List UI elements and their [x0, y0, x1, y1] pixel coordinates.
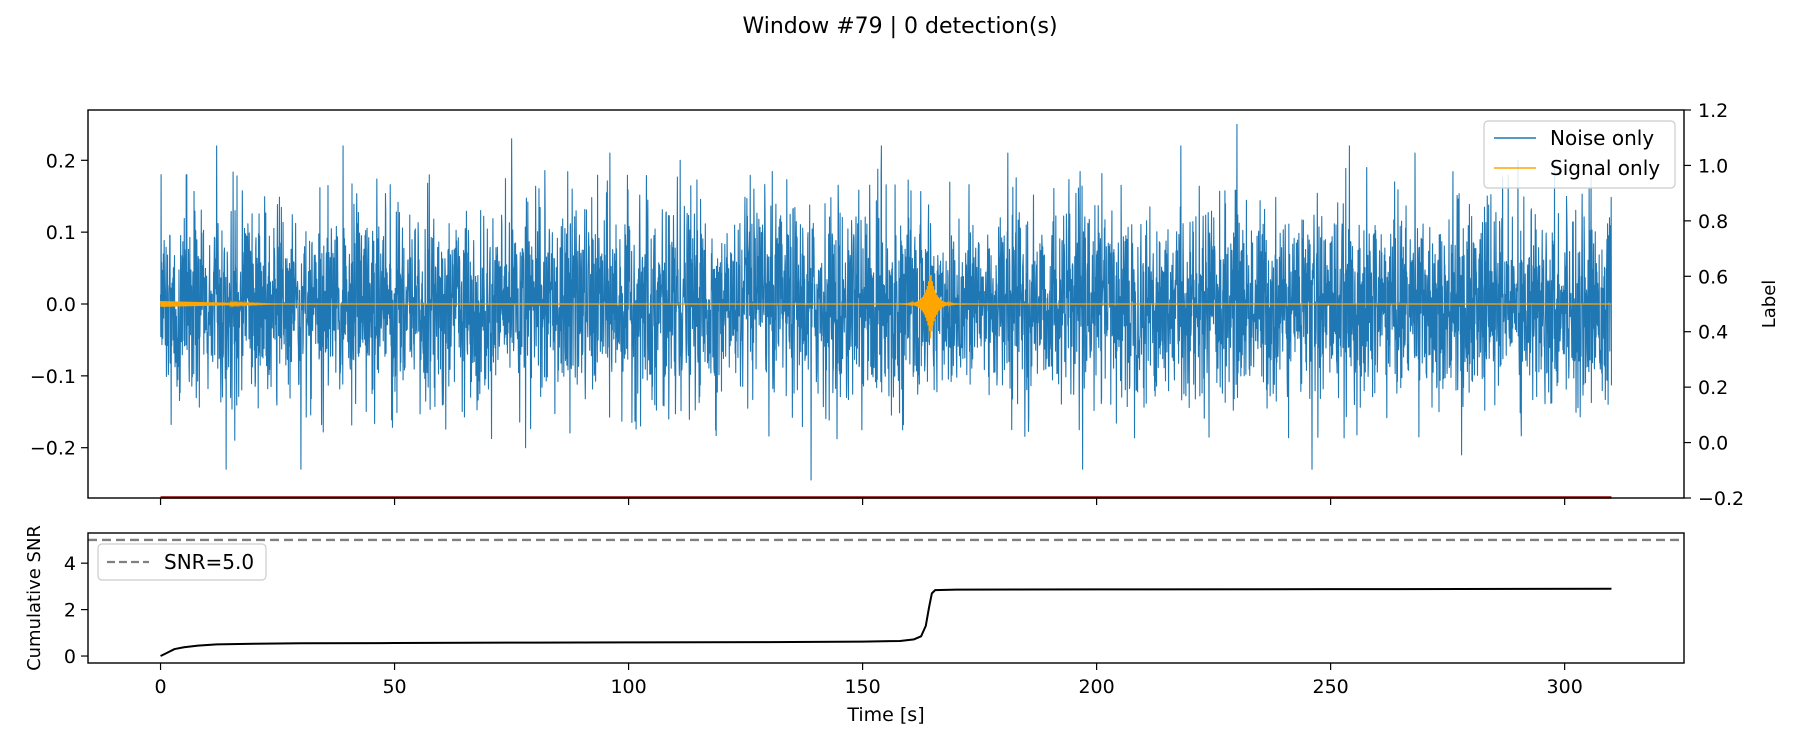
- x-tick-label: 50: [382, 676, 406, 698]
- y-tick-label: −0.2: [30, 438, 76, 460]
- y-tick-label: 2: [64, 600, 76, 622]
- right-y-tick-label: −0.2: [1698, 488, 1744, 510]
- bottom-y-axis: 0 2 4: [64, 553, 88, 668]
- bottom-legend: SNR=5.0: [97, 543, 267, 581]
- x-tick-label: 250: [1313, 676, 1349, 698]
- right-y-tick-label: 0.8: [1698, 211, 1728, 233]
- top-panel: −0.2 −0.1 0.0 0.1 0.2 −0.2 0.0 0.2 0.4 0.6 0.8 1.0…: [30, 100, 1780, 510]
- y-tick-label: 0.1: [46, 222, 76, 244]
- y-tick-label: −0.1: [30, 366, 76, 388]
- signal-line: [159, 275, 1612, 339]
- x-tick-label: 150: [844, 676, 880, 698]
- right-axis-label: Label: [1759, 280, 1780, 329]
- signal-series: [159, 275, 1612, 339]
- x-tick-label: 200: [1078, 676, 1114, 698]
- y-tick-label: 0.0: [46, 294, 76, 316]
- snr-line: [160, 587, 1612, 657]
- right-y-tick-label: 0.6: [1698, 266, 1728, 288]
- snr-series: [160, 587, 1612, 657]
- chart-title: Window #79 | 0 detection(s): [742, 14, 1057, 39]
- legend-noise-label: Noise only: [1550, 126, 1654, 150]
- legend-signal-label: Signal only: [1550, 156, 1660, 180]
- right-y-tick-label: 1.2: [1698, 100, 1728, 122]
- right-y-axis: −0.2 0.0 0.2 0.4 0.6 0.8 1.0 1.2: [1684, 100, 1744, 510]
- noise-line: [160, 123, 1612, 481]
- right-y-tick-label: 1.0: [1698, 155, 1728, 177]
- bottom-axes-frame: [87, 532, 1685, 664]
- right-y-tick-label: 0.2: [1698, 377, 1728, 399]
- x-tick-label: 0: [154, 676, 166, 698]
- x-tick-label: 100: [610, 676, 646, 698]
- right-y-tick-label: 0.4: [1698, 322, 1728, 344]
- bottom-panel: 0 2 4 0 50 100 150 200 250 300 Cumulative SNR Ti…: [24, 525, 1685, 726]
- y-tick-label: 0.2: [46, 150, 76, 172]
- bottom-x-axis-label: Time [s]: [846, 704, 924, 726]
- right-y-tick-label: 0.0: [1698, 433, 1728, 455]
- top-x-axis: [159, 498, 1566, 505]
- bottom-x-axis: 0 50 100 150 200 250 300: [154, 663, 1583, 698]
- y-tick-label: 0: [64, 646, 76, 668]
- y-tick-label: 4: [64, 553, 76, 575]
- top-y-axis: −0.2 −0.1 0.0 0.1 0.2: [30, 150, 88, 460]
- legend-box: [97, 543, 267, 581]
- top-legend: Noise only Signal only: [1483, 120, 1676, 189]
- noise-series: [160, 123, 1612, 481]
- legend-threshold-label: SNR=5.0: [164, 550, 254, 574]
- x-tick-label: 300: [1547, 676, 1583, 698]
- bottom-y-axis-label: Cumulative SNR: [24, 525, 45, 671]
